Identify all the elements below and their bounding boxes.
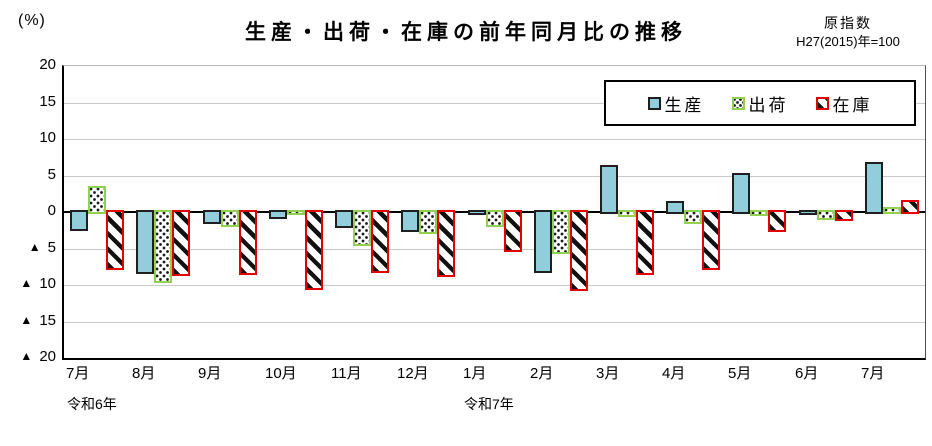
y-tick-value: 5 — [47, 239, 56, 256]
y-tick-label: 0 — [0, 201, 56, 221]
bar-生産-7月 — [70, 210, 88, 231]
bar-出荷-4月 — [684, 210, 702, 224]
bar-生産-12月 — [401, 210, 419, 232]
bar-出荷-1月 — [486, 210, 504, 227]
bar-出荷-11月 — [353, 210, 371, 246]
x-tick-label: 1月 — [463, 365, 487, 382]
x-tick-label: 12月 — [397, 365, 429, 382]
x-tick-label: 6月 — [795, 365, 819, 382]
x-tick-label: 5月 — [728, 365, 752, 382]
legend-item-production: 生産 — [647, 91, 705, 116]
y-tick-label: 15 — [0, 92, 56, 112]
y-tick-value: 15 — [39, 312, 56, 329]
y-tick-label: 10 — [0, 128, 56, 148]
bar-出荷-7月 — [883, 207, 901, 214]
bar-在庫-2月 — [570, 210, 588, 291]
bar-出荷-6月 — [817, 210, 835, 220]
bar-在庫-7月 — [106, 210, 124, 270]
bar-在庫-5月 — [768, 210, 786, 232]
bar-出荷-2月 — [552, 210, 570, 254]
bar-在庫-6月 — [835, 210, 853, 221]
bar-出荷-3月 — [618, 210, 636, 217]
y-tick-value: 15 — [39, 93, 56, 110]
bar-生産-11月 — [335, 210, 353, 228]
index-note: 原指数 H27(2015)年=100 — [768, 14, 928, 50]
legend-label-inventory: 在庫 — [832, 95, 873, 115]
negative-triangle-icon: ▲ — [20, 276, 33, 290]
x-tick-label: 7月 — [66, 365, 90, 382]
bar-生産-7月 — [865, 162, 883, 214]
gridline — [64, 322, 925, 323]
y-tick-label: ▲ 15 — [0, 311, 56, 331]
bar-在庫-9月 — [239, 210, 257, 275]
bar-生産-5月 — [732, 173, 750, 214]
shipment-swatch-icon — [731, 96, 745, 110]
legend: 生産 出荷 在庫 — [604, 80, 916, 126]
bar-在庫-11月 — [371, 210, 389, 273]
gridline — [64, 176, 925, 177]
x-tick-label: 2月 — [530, 365, 554, 382]
bar-出荷-10月 — [287, 210, 305, 215]
bar-生産-9月 — [203, 210, 221, 224]
legend-label-production: 生産 — [664, 95, 705, 115]
bar-在庫-4月 — [702, 210, 720, 270]
bar-出荷-12月 — [419, 210, 437, 234]
y-tick-label: ▲ 20 — [0, 347, 56, 367]
bar-生産-10月 — [269, 210, 287, 219]
bar-生産-3月 — [600, 165, 618, 214]
bar-出荷-5月 — [750, 210, 768, 216]
legend-item-inventory: 在庫 — [815, 91, 873, 116]
index-note-line1: 原指数 — [824, 15, 872, 31]
x-tick-label: 7月 — [861, 365, 885, 382]
y-tick-value: 0 — [47, 202, 56, 219]
bar-生産-1月 — [468, 210, 486, 215]
negative-triangle-icon: ▲ — [20, 349, 33, 363]
gridline — [64, 139, 925, 140]
bar-在庫-12月 — [437, 210, 455, 277]
plot-area: 生産 出荷 在庫 — [62, 65, 926, 360]
x-tick-label: 4月 — [662, 365, 686, 382]
gridline — [64, 249, 925, 250]
production-swatch-icon — [647, 96, 661, 110]
bar-在庫-1月 — [504, 210, 522, 252]
bar-在庫-10月 — [305, 210, 323, 290]
era-label: 令和7年 — [464, 396, 514, 412]
x-tick-label: 10月 — [265, 365, 297, 382]
y-tick-label: 20 — [0, 55, 56, 75]
negative-triangle-icon: ▲ — [28, 240, 41, 254]
bar-生産-4月 — [666, 201, 684, 214]
y-tick-label: 5 — [0, 165, 56, 185]
era-label: 令和6年 — [67, 396, 117, 412]
bar-出荷-9月 — [221, 210, 239, 227]
bar-生産-8月 — [136, 210, 154, 274]
chart-title: 生産・出荷・在庫の前年同月比の推移 — [245, 21, 687, 44]
x-tick-label: 11月 — [331, 365, 362, 382]
bar-生産-2月 — [534, 210, 552, 273]
legend-item-shipment: 出荷 — [731, 91, 789, 116]
bar-在庫-7月 — [901, 200, 919, 214]
bar-在庫-8月 — [172, 210, 190, 276]
negative-triangle-icon: ▲ — [20, 313, 33, 327]
inventory-swatch-icon — [815, 96, 829, 110]
x-tick-label: 9月 — [198, 365, 222, 382]
y-tick-value: 20 — [39, 56, 56, 73]
y-tick-label: ▲ 5 — [0, 238, 56, 258]
y-axis-unit-label: (%) — [18, 12, 46, 29]
gridline — [64, 285, 925, 286]
x-tick-label: 3月 — [596, 365, 620, 382]
y-tick-value: 10 — [39, 129, 56, 146]
index-note-line2: H27(2015)年=100 — [796, 33, 900, 49]
y-tick-label: ▲ 10 — [0, 274, 56, 294]
y-tick-value: 5 — [47, 166, 56, 183]
y-tick-value: 10 — [39, 275, 56, 292]
bar-出荷-8月 — [154, 210, 172, 283]
legend-label-shipment: 出荷 — [748, 95, 789, 115]
y-tick-value: 20 — [39, 348, 56, 365]
x-tick-label: 8月 — [132, 365, 156, 382]
gridline — [64, 103, 925, 104]
bar-出荷-7月 — [88, 186, 106, 214]
bar-在庫-3月 — [636, 210, 654, 275]
bar-生産-6月 — [799, 210, 817, 215]
